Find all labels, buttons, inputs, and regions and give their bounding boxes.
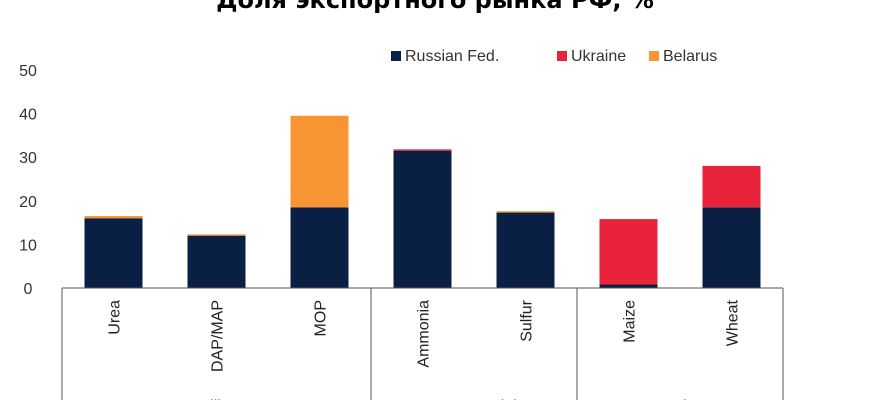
bar-sulfur-russian-fed- — [496, 212, 555, 288]
x-tick-label: Ammonia — [416, 300, 433, 368]
legend-label: Belarus — [663, 48, 717, 65]
x-tick-label: MOP — [313, 300, 330, 336]
bar-wheat-ukraine — [702, 165, 761, 208]
bars — [84, 115, 761, 288]
group-label: Grains — [656, 398, 703, 400]
group-label: Fertilizers — [182, 398, 251, 400]
bar-dap-map-russian-fed- — [187, 235, 246, 288]
x-tick-label: Sulfur — [519, 299, 536, 341]
legend: Russian Fed. Ukraine Belarus — [391, 48, 717, 65]
bar-mop-russian-fed- — [290, 207, 349, 288]
legend-swatch — [391, 51, 401, 61]
y-tick-label: 20 — [19, 194, 37, 211]
bar-urea-russian-fed- — [84, 218, 143, 288]
bar-ammonia-russian-fed- — [393, 150, 452, 288]
y-tick-label: 10 — [19, 237, 37, 254]
x-axis: Urea DAP/MAP MOP Ammonia Sulfur Maize Wheat Fer… — [61, 287, 784, 400]
y-axis: 0 10 20 30 40 50 — [19, 63, 37, 298]
legend-label: Ukraine — [571, 48, 626, 65]
bar-maize-ukraine — [599, 219, 658, 285]
bar-sulfur-belarus — [496, 211, 555, 213]
x-tick-label: Wheat — [725, 299, 742, 346]
x-tick-label: Urea — [107, 300, 124, 335]
legend-swatch — [557, 51, 567, 61]
legend-swatch — [649, 51, 659, 61]
bar-wheat-russian-fed- — [702, 207, 761, 288]
y-tick-label: 40 — [19, 107, 37, 124]
bar-maize-russian-fed- — [599, 284, 658, 288]
x-tick-label: Maize — [622, 300, 639, 343]
y-tick-label: 50 — [19, 63, 37, 80]
x-tick-label: DAP/MAP — [210, 300, 227, 372]
bar-ammonia-ukraine — [393, 149, 452, 151]
legend-label: Russian Fed. — [405, 48, 499, 65]
bar-urea-belarus — [84, 216, 143, 219]
y-tick-label: 0 — [24, 281, 33, 298]
bar-mop-belarus — [290, 115, 349, 208]
bar-dap-map-belarus — [187, 234, 246, 236]
group-label: Raw materials — [423, 398, 524, 400]
chart-title: Доля экспортного рынка РФ, % — [216, 0, 654, 14]
y-tick-label: 30 — [19, 150, 37, 167]
